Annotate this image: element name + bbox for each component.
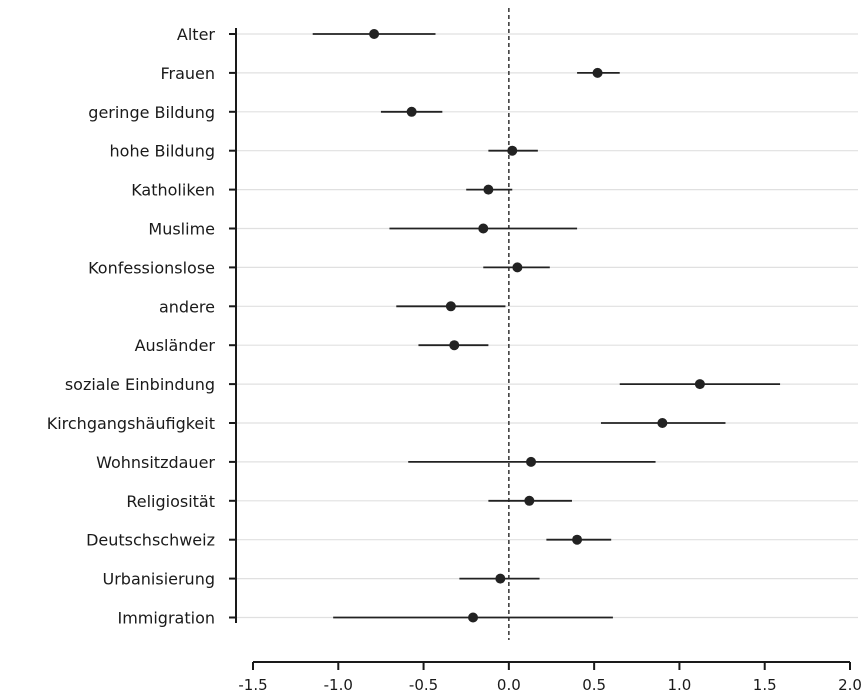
category-label: Religiosität — [126, 492, 215, 511]
category-label: soziale Einbindung — [65, 375, 215, 394]
category-label: Katholiken — [131, 181, 215, 200]
x-tick-label: 2.0 — [838, 676, 862, 694]
estimate-point — [483, 184, 494, 195]
category-label: geringe Bildung — [88, 103, 215, 122]
estimate-point — [512, 262, 523, 273]
estimate-point — [495, 573, 506, 584]
estimate-point — [478, 223, 489, 234]
axes — [229, 28, 851, 670]
estimate-point — [524, 495, 535, 506]
category-labels: Alter Frauen geringe Bildung hohe Bildung Ka… — [47, 25, 216, 628]
category-label: Muslime — [148, 220, 215, 239]
estimate-point — [657, 418, 668, 428]
estimate-points — [369, 29, 705, 623]
category-label: Konfessionslose — [88, 258, 215, 277]
category-label: Deutschschweiz — [86, 531, 215, 550]
estimate-point — [369, 29, 380, 39]
x-tick-label: -1.5 — [238, 676, 267, 694]
x-tick-label: 1.0 — [667, 676, 691, 694]
category-label: Frauen — [160, 64, 215, 83]
estimate-point — [406, 106, 417, 117]
category-label: Urbanisierung — [103, 570, 215, 589]
estimate-point — [449, 340, 460, 351]
x-tick-label: -1.0 — [324, 676, 353, 694]
category-label: Immigration — [117, 609, 215, 628]
estimate-point — [694, 379, 705, 390]
category-label: andere — [159, 297, 215, 316]
x-tick-label: -0.5 — [409, 676, 438, 694]
category-label: Alter — [177, 25, 216, 44]
x-tick-label: 1.5 — [753, 676, 777, 694]
estimate-point — [507, 145, 518, 156]
x-tick-label: 0.0 — [497, 676, 521, 694]
estimate-point — [526, 456, 537, 467]
estimate-point — [468, 612, 479, 623]
error-bars — [312, 33, 781, 619]
category-label: hohe Bildung — [110, 142, 215, 161]
estimate-point — [445, 301, 456, 312]
category-label: Wohnsitzdauer — [96, 453, 215, 472]
estimate-point — [572, 534, 583, 545]
category-label: Ausländer — [135, 336, 216, 355]
x-tick-labels: -1.5 -1.0 -0.5 0.0 0.5 1.0 1.5 2.0 — [238, 676, 862, 694]
estimate-point — [592, 67, 603, 78]
x-tick-label: 0.5 — [582, 676, 606, 694]
grid-lines — [236, 33, 858, 619]
category-label: Kirchgangshäufigkeit — [47, 414, 215, 433]
